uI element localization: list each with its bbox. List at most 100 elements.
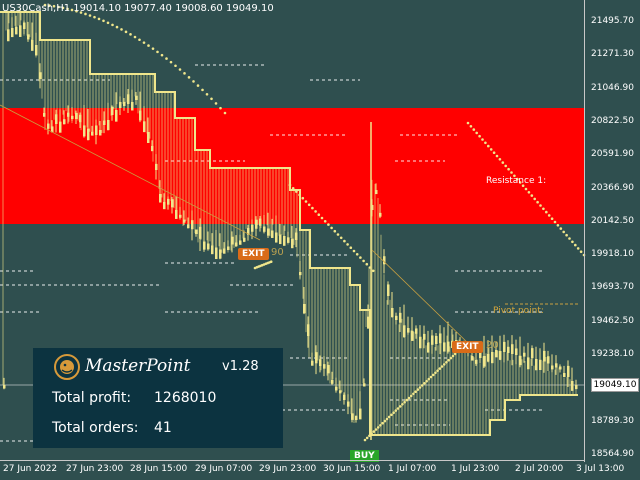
- dotted-curve-a-28: [169, 60, 173, 64]
- candle-body: [243, 237, 246, 242]
- dotted-curve-a-34: [196, 84, 200, 87]
- candle-body: [391, 308, 394, 317]
- dotted-curve-d-27: [423, 382, 426, 385]
- total-profit-value: 1268010: [154, 390, 217, 406]
- time-tick-label: 29 Jun 07:00: [195, 464, 253, 474]
- dotted-curve-a-6: [70, 8, 74, 12]
- dotted-curve-b-1: [291, 187, 295, 190]
- dotted-curve-a-33: [192, 80, 195, 83]
- dotted-curve-b-15: [336, 233, 340, 236]
- dotted-curve-b-6: [307, 203, 311, 207]
- candle-body: [119, 101, 122, 108]
- dotted-curve-a-3: [57, 5, 60, 9]
- dotted-curve-d-38: [447, 358, 450, 362]
- dotted-curve-a-1: [48, 4, 51, 7]
- dotted-curve-b-4: [301, 196, 305, 200]
- candle-body: [303, 304, 306, 314]
- candle-body: [11, 28, 14, 38]
- candle-body: [539, 359, 542, 370]
- dotted-curve-c-36: [571, 240, 574, 244]
- price-tick-label: 19462.50: [591, 315, 634, 326]
- candle-body: [343, 394, 346, 400]
- dotted-curve-b-16: [339, 236, 343, 240]
- candle-body: [339, 390, 342, 394]
- candle-body: [179, 214, 182, 218]
- candle-body: [271, 230, 274, 238]
- time-tick-label: 27 Jun 2022: [3, 464, 58, 474]
- candle-body: [195, 229, 198, 234]
- dotted-curve-c-38: [576, 247, 580, 250]
- candle-body: [379, 212, 382, 217]
- dotted-curve-a-9: [84, 12, 87, 16]
- candle-body: [575, 385, 578, 390]
- candle-body: [163, 202, 166, 210]
- candle-body: [279, 234, 282, 245]
- candle-body: [383, 256, 386, 265]
- dotted-curve-b-20: [352, 249, 356, 253]
- dotted-curve-c-13: [504, 164, 508, 168]
- candle-body: [403, 325, 406, 338]
- resistance-label: Resistance 1:: [486, 176, 547, 186]
- candle-body: [471, 356, 474, 361]
- candle-body: [155, 163, 158, 170]
- candle-body: [175, 210, 178, 219]
- candle-body: [87, 128, 90, 141]
- candle-body: [63, 119, 66, 125]
- candle-body: [139, 110, 142, 121]
- dotted-curve-a-17: [120, 28, 123, 31]
- dotted-curve-a-13: [102, 19, 105, 23]
- dotted-curve-c-27: [545, 210, 548, 214]
- dotted-curve-b-24: [365, 262, 369, 266]
- candle-body: [431, 335, 434, 345]
- dotted-curve-b-26: [371, 269, 375, 273]
- dotted-curve-d-14: [394, 409, 398, 412]
- candle-body: [275, 232, 278, 243]
- candle-body: [571, 381, 574, 391]
- total-orders-value: 41: [154, 420, 172, 436]
- dotted-curve-c-30: [553, 220, 557, 224]
- dotted-curve-a-8: [79, 11, 83, 14]
- dotted-curve-a-38: [214, 102, 218, 105]
- candle-body: [563, 373, 566, 378]
- dotted-curve-d-17: [401, 403, 404, 406]
- candle-body: [487, 354, 490, 362]
- dotted-curve-a-2: [52, 4, 56, 8]
- candle-body: [231, 236, 234, 245]
- trend-line-2: [371, 249, 471, 346]
- price-tick-label: 21046.90: [591, 82, 634, 93]
- buy-marker: BUY: [350, 450, 379, 462]
- dotted-curve-a-21: [138, 38, 141, 42]
- dotted-curve-d-2: [368, 434, 371, 438]
- dotted-curve-a-25: [156, 50, 159, 54]
- time-tick-label: 1 Jul 23:00: [451, 464, 500, 474]
- candle-body: [79, 114, 82, 123]
- candle-body: [331, 380, 334, 384]
- candle-body: [375, 190, 378, 195]
- candle-body: [415, 328, 418, 334]
- candle-body: [355, 415, 358, 420]
- candle-body: [551, 365, 554, 370]
- candle-body: [347, 401, 350, 407]
- candle-body: [51, 126, 54, 133]
- dotted-curve-c-29: [550, 217, 554, 220]
- candle-body: [167, 198, 170, 205]
- dotted-curve-a-20: [133, 35, 137, 39]
- candle-body: [475, 360, 478, 364]
- candle-body: [71, 115, 74, 120]
- dotted-curve-d-0: [363, 438, 367, 442]
- candle-body: [283, 236, 286, 246]
- candle-body: [255, 219, 258, 229]
- dotted-curve-b-0: [288, 183, 292, 187]
- dotted-curve-d-26: [420, 384, 424, 387]
- candle-body: [219, 249, 222, 259]
- dotted-curve-c-2: [472, 128, 476, 131]
- dotted-curve-d-20: [407, 396, 411, 400]
- exit-marker-2-price: 20: [486, 340, 499, 351]
- candle-body: [171, 199, 174, 208]
- candle-body: [151, 146, 154, 152]
- candle-body: [43, 113, 46, 117]
- dotted-curve-b-17: [343, 239, 346, 243]
- candle-body: [159, 194, 162, 203]
